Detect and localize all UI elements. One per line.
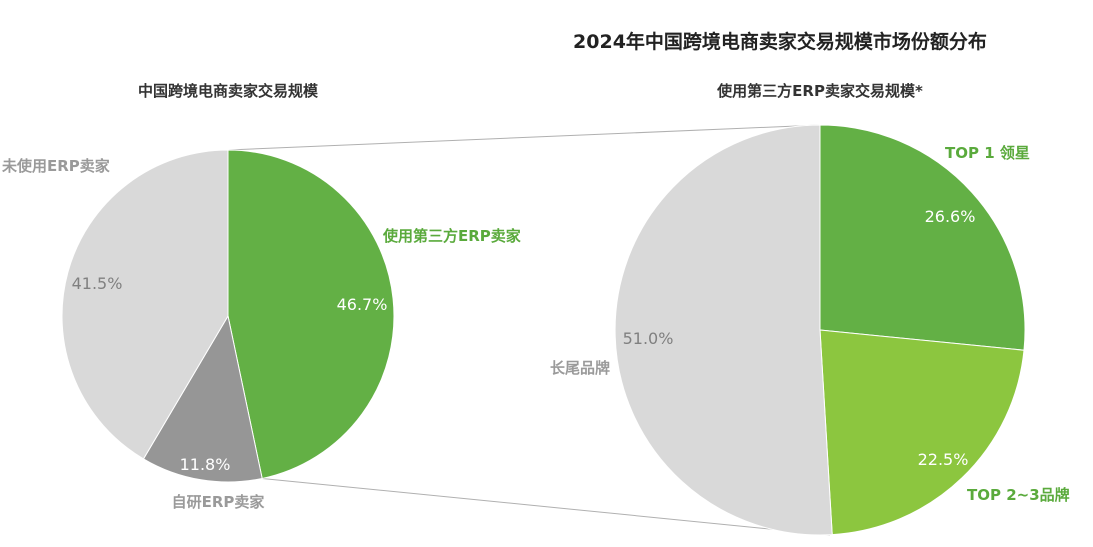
connector-line-bottom <box>262 477 831 536</box>
slice-value-third-party-erp: 46.7% <box>337 295 388 314</box>
connector-line-top <box>227 124 821 151</box>
slice-value-self-built-erp: 11.8% <box>180 455 231 474</box>
pie1-slice-2 <box>61 149 229 460</box>
pie-chart-seller-volume <box>61 149 395 483</box>
slice-value-top2-3: 22.5% <box>918 450 969 469</box>
pie1-title: 中国跨境电商卖家交易规模 <box>138 82 319 100</box>
slice-label-self-built-erp: 自研ERP卖家 <box>172 493 265 511</box>
slice-label-no-erp: 未使用ERP卖家 <box>1 157 110 175</box>
slice-value-no-erp: 41.5% <box>72 274 123 293</box>
pie2-slice-1 <box>819 329 1025 536</box>
pie2-title: 使用第三方ERP卖家交易规模* <box>716 82 923 100</box>
slice-value-long-tail: 51.0% <box>623 329 674 348</box>
slice-label-third-party-erp: 使用第三方ERP卖家 <box>382 227 521 245</box>
slice-label-top1: TOP 1 领星 <box>945 144 1030 162</box>
slice-value-top1: 26.6% <box>925 207 976 226</box>
pie2-slice-2 <box>614 124 833 536</box>
pie1-slice-1 <box>142 314 263 483</box>
pie1-slice-0 <box>227 149 395 480</box>
figure-title: 2024年中国跨境电商卖家交易规模市场份额分布 <box>573 30 987 53</box>
slice-label-top2-3: TOP 2~3品牌 <box>967 486 1070 504</box>
pie2-slice-0 <box>819 124 1026 351</box>
slice-label-long-tail: 长尾品牌 <box>550 359 610 377</box>
pie-connector-lines <box>227 124 831 536</box>
pie-chart-third-party-erp <box>614 124 1026 536</box>
